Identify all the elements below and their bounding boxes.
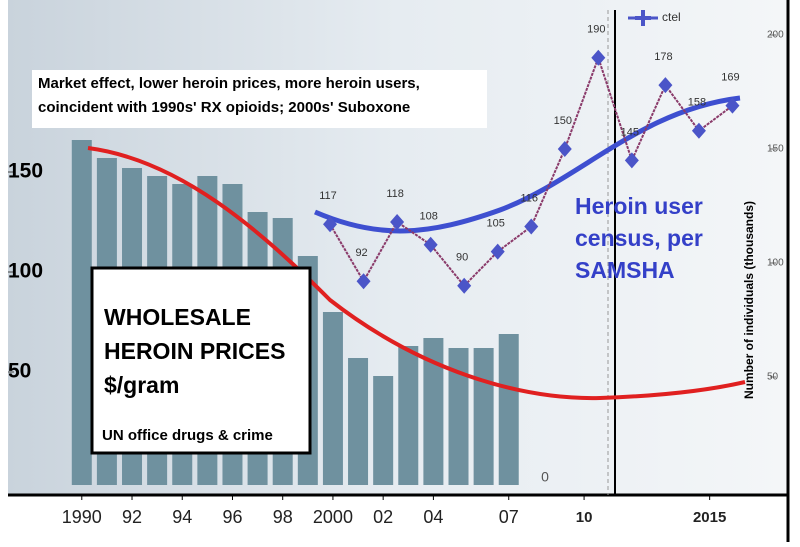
point xyxy=(658,77,673,94)
title-text: WHOLESALE HEROIN PRICES $/gram xyxy=(104,304,286,398)
data-label: 116 xyxy=(520,192,538,204)
y2-axis-label: Number of individuals (thousands) xyxy=(742,201,756,399)
y2-tick-label: 200 xyxy=(767,30,784,41)
census-trend xyxy=(314,95,741,234)
point xyxy=(725,97,740,114)
point xyxy=(524,218,539,235)
bar xyxy=(71,140,92,485)
point xyxy=(490,243,505,260)
data-label: 90 xyxy=(456,252,468,264)
source: UN office drugs & crime xyxy=(102,427,273,444)
data-label: 150 xyxy=(554,115,572,127)
x-tick-label: 2000 xyxy=(313,507,353,527)
y2-tick-label: 50 xyxy=(767,372,779,383)
point xyxy=(323,216,338,233)
bar xyxy=(322,312,343,485)
data-label: 108 xyxy=(419,211,437,223)
census-title-text: Heroin user census, per SAMSHA xyxy=(575,193,703,283)
annotation-text: Market effect, lower heroin prices, more… xyxy=(38,75,420,116)
y2-tick-label: 100 xyxy=(767,258,784,269)
point xyxy=(624,152,639,169)
legend-label: ctel xyxy=(662,10,681,24)
x-tick-label: 96 xyxy=(222,507,242,527)
annotation: Market effect, lower heroin prices, more… xyxy=(38,75,420,116)
y-tick-label: 150 xyxy=(8,160,43,183)
data-label: 118 xyxy=(386,188,404,200)
legend-marker xyxy=(635,10,651,26)
data-label: 178 xyxy=(654,51,672,63)
x-tick-label: 92 xyxy=(122,507,142,527)
data-label: 158 xyxy=(688,97,706,109)
x-tick-label: 1990 xyxy=(62,507,102,527)
x-tick-label: 10 xyxy=(576,509,593,526)
x-tick-label: 94 xyxy=(172,507,192,527)
point xyxy=(457,277,472,294)
point xyxy=(691,122,706,139)
bar xyxy=(498,334,519,485)
data-label: 190 xyxy=(587,24,605,36)
x-tick-label: 2015 xyxy=(693,509,726,526)
data-label: 105 xyxy=(487,218,505,230)
y-tick-label: 100 xyxy=(8,260,43,283)
census-title: Heroin user census, per SAMSHA xyxy=(575,193,703,283)
bar xyxy=(423,338,444,485)
bar xyxy=(373,376,394,485)
title-box xyxy=(90,266,312,455)
x-tick-label: 02 xyxy=(373,507,393,527)
point xyxy=(390,213,405,230)
point xyxy=(423,236,438,253)
bar xyxy=(473,348,494,485)
price-trend xyxy=(87,146,746,401)
y2-tick-label: 150 xyxy=(767,144,784,155)
bar xyxy=(398,346,419,485)
data-label: 169 xyxy=(721,72,739,84)
y-tick-label: 50 xyxy=(8,360,31,383)
point xyxy=(591,49,606,66)
point xyxy=(356,273,371,290)
bar xyxy=(448,348,469,485)
data-label: 117 xyxy=(319,190,337,202)
x-tick-label: 07 xyxy=(499,507,519,527)
data-label: 92 xyxy=(355,247,367,259)
x-tick-label: 04 xyxy=(423,507,443,527)
title: WHOLESALE HEROIN PRICES $/gram xyxy=(104,304,286,398)
point xyxy=(557,141,572,157)
extra-label: 0 xyxy=(541,469,549,485)
x-tick-label: 98 xyxy=(273,507,293,527)
bar xyxy=(348,358,369,485)
data-label: 145 xyxy=(621,126,639,138)
annotation-box xyxy=(32,70,487,128)
